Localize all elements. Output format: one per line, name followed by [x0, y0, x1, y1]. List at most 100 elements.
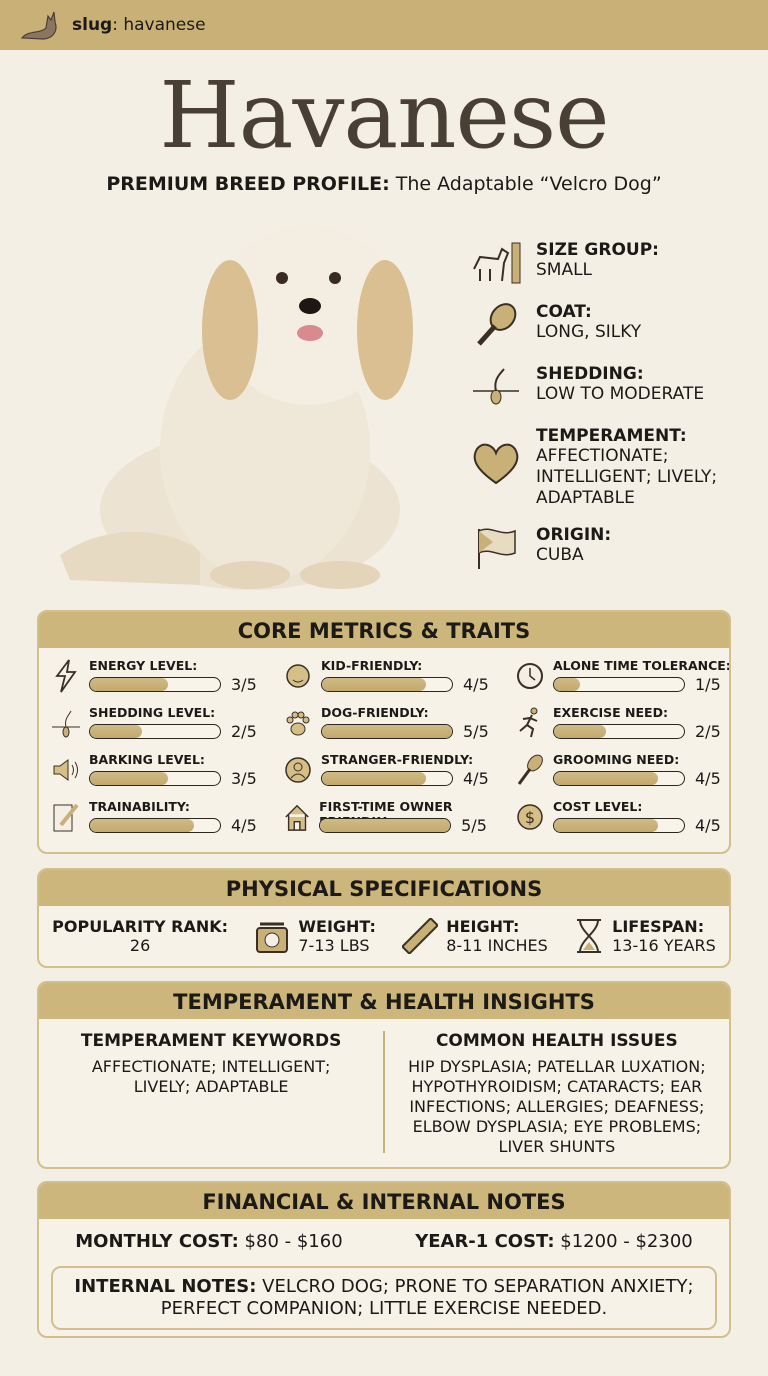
- section-title: CORE METRICS & TRAITS: [39, 612, 729, 648]
- metric-item: BARKING LEVEL: 3/5: [51, 752, 283, 790]
- metric-score: 3/5: [231, 769, 257, 788]
- page-title: Havanese: [159, 62, 609, 169]
- metric-item: ALONE TIME TOLERANCE: 1/5: [515, 658, 731, 696]
- metric-score: 3/5: [231, 675, 257, 694]
- metric-bar-fill: [554, 678, 580, 691]
- facts-list: SIZE GROUP: SMALL COAT: LONG, SILKY SHEDDI…: [470, 240, 760, 587]
- metric-bar: [553, 771, 685, 786]
- metric-score: 4/5: [695, 769, 721, 788]
- metric-score: 5/5: [461, 816, 487, 835]
- metric-score: 4/5: [463, 769, 489, 788]
- metric-item: EXERCISE NEED: 2/5: [515, 705, 729, 743]
- person-icon: [285, 757, 311, 783]
- metric-label: TRAINABILITY:: [89, 799, 190, 814]
- metric-label: EXERCISE NEED:: [553, 705, 668, 720]
- metric-bar-fill: [322, 678, 426, 691]
- metric-item: $ COST LEVEL: 4/5: [515, 799, 729, 837]
- metric-item: DOG-FRIENDLY: 5/5: [283, 705, 515, 743]
- ruler-icon: [402, 918, 439, 954]
- metric-label: SHEDDING LEVEL:: [89, 705, 216, 720]
- monthly-cost: MONTHLY COST: $80 - $160: [75, 1231, 343, 1252]
- fact-shedding: SHEDDING: LOW TO MODERATE: [470, 364, 760, 410]
- metric-bar-fill: [90, 819, 194, 832]
- metric-score: 5/5: [463, 722, 489, 741]
- metric-item: FIRST-TIME OWNER FRIENDLY: 5/5: [283, 799, 515, 837]
- health-issues: COMMON HEALTH ISSUES HIP DYSPLASIA; PATEL…: [408, 1031, 706, 1156]
- spec-lifespan: LIFESPAN: 13-16 YEARS: [574, 917, 716, 955]
- core-metrics-section: CORE METRICS & TRAITS ENERGY LEVEL: 3/5 KI…: [37, 610, 731, 854]
- metric-bar-fill: [554, 725, 606, 738]
- metric-bar-fill: [322, 725, 452, 738]
- slug-icon: [20, 11, 57, 40]
- temperament-keywords: TEMPERAMENT KEYWORDS AFFECTIONATE; INTELL…: [80, 1031, 342, 1096]
- metric-bar-fill: [90, 725, 142, 738]
- slug-text: slug: havanese: [72, 15, 206, 35]
- metric-item: TRAINABILITY: 4/5: [51, 799, 283, 837]
- metric-bar: [321, 771, 453, 786]
- metric-label: STRANGER-FRIENDLY:: [321, 752, 474, 767]
- metric-bar: [89, 771, 221, 786]
- metric-item: STRANGER-FRIENDLY: 4/5: [283, 752, 515, 790]
- speaker-icon: [53, 759, 78, 781]
- dog-ruler-icon: [470, 240, 522, 286]
- metric-bar: [319, 818, 452, 833]
- fact-temperament: TEMPERAMENT: AFFECTIONATE; INTELLIGENT; L…: [470, 426, 760, 509]
- heart-brain-icon: [470, 440, 522, 486]
- svg-text:$: $: [525, 808, 535, 827]
- metric-bar-fill: [554, 819, 658, 832]
- metric-label: COST LEVEL:: [553, 799, 643, 814]
- section-title: FINANCIAL & INTERNAL NOTES: [39, 1183, 729, 1219]
- subtitle: PREMIUM BREED PROFILE: The Adaptable “Ve…: [106, 173, 662, 195]
- metric-score: 4/5: [695, 816, 721, 835]
- metric-item: ENERGY LEVEL: 3/5: [51, 658, 283, 696]
- fact-origin: ORIGIN: CUBA: [470, 525, 760, 571]
- house-icon: [285, 804, 309, 831]
- metric-bar: [553, 677, 685, 692]
- financial-section: FINANCIAL & INTERNAL NOTES MONTHLY COST:…: [37, 1181, 731, 1338]
- hair-follicle-icon: [52, 710, 80, 738]
- metric-bar-fill: [322, 772, 426, 785]
- metric-label: ALONE TIME TOLERANCE:: [553, 658, 731, 673]
- spec-weight: WEIGHT: 7-13 LBS: [254, 917, 376, 955]
- metric-item: GROOMING NEED: 4/5: [515, 752, 729, 790]
- lightning-icon: [55, 659, 77, 693]
- metric-bar: [89, 818, 221, 833]
- metric-bar: [321, 724, 453, 739]
- top-bar: slug: havanese: [0, 0, 768, 50]
- metric-label: KID-FRIENDLY:: [321, 658, 423, 673]
- metric-item: KID-FRIENDLY: 4/5: [283, 658, 515, 696]
- physical-specs-section: PHYSICAL SPECIFICATIONS POPULARITY RANK:…: [37, 868, 731, 968]
- metric-bar-fill: [320, 819, 451, 832]
- metric-label: ENERGY LEVEL:: [89, 658, 198, 673]
- metric-label: DOG-FRIENDLY:: [321, 705, 429, 720]
- spec-height: HEIGHT: 8-11 INCHES: [402, 917, 548, 955]
- insights-section: TEMPERAMENT & HEALTH INSIGHTS TEMPERAMEN…: [37, 981, 731, 1169]
- metric-bar: [89, 677, 221, 692]
- scale-icon: [256, 922, 289, 953]
- section-title: PHYSICAL SPECIFICATIONS: [39, 870, 729, 906]
- child-face-icon: [286, 664, 310, 688]
- metric-label: GROOMING NEED:: [553, 752, 680, 767]
- metric-label: BARKING LEVEL:: [89, 752, 205, 767]
- section-title: TEMPERAMENT & HEALTH INSIGHTS: [39, 983, 729, 1019]
- year1-cost: YEAR-1 COST: $1200 - $2300: [415, 1231, 693, 1252]
- hair-follicle-icon: [470, 364, 522, 410]
- metric-bar-fill: [90, 678, 168, 691]
- metric-bar-fill: [554, 772, 658, 785]
- fact-size: SIZE GROUP: SMALL: [470, 240, 760, 286]
- paw-icon: [286, 711, 310, 736]
- metric-score: 1/5: [695, 675, 721, 694]
- pencil-notepad-icon: [53, 803, 79, 832]
- metric-bar-fill: [90, 772, 168, 785]
- dog-image: [60, 225, 413, 590]
- spec-popularity: POPULARITY RANK: 26: [52, 917, 229, 955]
- hourglass-icon: [577, 919, 602, 953]
- flag-icon: [470, 525, 522, 571]
- metric-bar: [553, 724, 685, 739]
- brush-icon: [470, 302, 522, 348]
- fact-coat: COAT: LONG, SILKY: [470, 302, 760, 348]
- metric-item: SHEDDING LEVEL: 2/5: [51, 705, 283, 743]
- metric-score: 2/5: [695, 722, 721, 741]
- divider: [383, 1031, 385, 1153]
- dollar-icon: $: [517, 804, 543, 830]
